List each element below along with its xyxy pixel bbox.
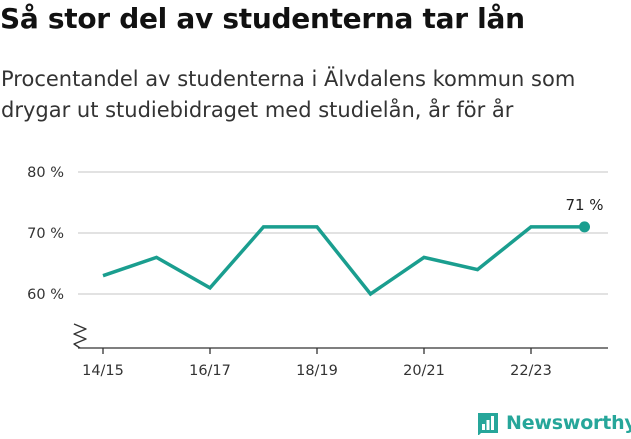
x-tick-label: 16/17	[189, 363, 231, 379]
y-tick-label: 60 %	[27, 287, 64, 303]
last-value-label: 71 %	[565, 196, 603, 214]
y-tick-label: 70 %	[27, 226, 64, 242]
x-axis-labels: 14/15 16/17 18/19 20/21 22/23	[82, 363, 552, 379]
axis-break-icon	[73, 323, 87, 349]
brand-name: Newsworthy	[506, 412, 631, 434]
series-line	[102, 225, 585, 297]
chart-title: Så stor del av studenterna tar lån	[0, 2, 525, 35]
y-axis-labels: 60 % 70 % 80 %	[27, 165, 64, 303]
series	[102, 221, 590, 297]
line-chart: 60 % 70 % 80 % 14/15 16/17 18/19 20/21 22/23 7…	[27, 165, 608, 379]
x-tick-label: 22/23	[510, 363, 552, 379]
x-tick-label: 20/21	[403, 363, 445, 379]
chart-subtitle: Procentandel av studenterna i Älvdalens …	[1, 67, 576, 122]
y-tick-label: 80 %	[27, 165, 64, 181]
x-axis	[73, 323, 608, 354]
annotations: 71 %	[565, 196, 603, 214]
newsworthy-logo: Newsworthy	[476, 408, 631, 438]
chart-bubble-icon	[478, 413, 498, 435]
x-tick-label: 14/15	[82, 363, 124, 379]
last-point-marker	[579, 221, 590, 233]
x-tick-label: 18/19	[296, 363, 338, 379]
gridlines	[78, 171, 608, 295]
